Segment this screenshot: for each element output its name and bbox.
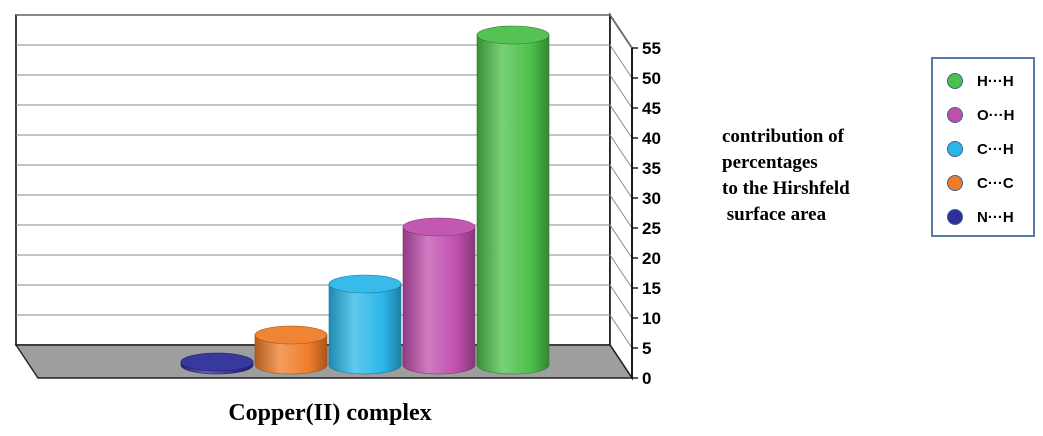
legend-swatch [947, 141, 963, 157]
bar-nh [180, 352, 254, 375]
y-tick-label: 45 [642, 99, 661, 118]
gridline [16, 284, 633, 319]
bar-body [328, 283, 402, 375]
y-tick-label: 10 [642, 309, 661, 328]
legend-swatch [947, 107, 963, 123]
y-tick-label: 55 [642, 39, 661, 58]
gridline [16, 134, 633, 169]
legend-label: O···H [977, 106, 1015, 124]
gridline [16, 44, 633, 79]
bar-ch [328, 274, 402, 375]
legend-label: C···H [977, 140, 1014, 158]
legend-label: N···H [977, 208, 1014, 226]
bar-top [328, 274, 402, 294]
side-annotation-line-4: surface area [722, 204, 827, 225]
legend-swatch [947, 73, 963, 89]
y-tick-label: 0 [642, 369, 651, 388]
legend-label: H···H [977, 72, 1014, 90]
side-annotation-line-2: percentages [722, 152, 818, 173]
side-annotation-line-1: contribution of [722, 126, 844, 147]
y-axis: 0 5 10 15 20 25 30 35 40 45 50 55 [631, 39, 661, 388]
x-axis-label: Copper(II) complex [228, 400, 432, 426]
gridline [16, 254, 633, 289]
bar-body [476, 34, 550, 375]
plot-side-wall [609, 12, 633, 381]
legend-item: O···H [947, 103, 1015, 127]
y-tick-label: 50 [642, 69, 661, 88]
legend-item: C···C [947, 171, 1014, 195]
y-tick-label: 35 [642, 159, 661, 178]
bar-body [254, 334, 328, 375]
legend: H···H O···H C···H C···C N···H [931, 57, 1035, 237]
bar-top [402, 217, 476, 237]
y-tick-label: 15 [642, 279, 661, 298]
gridline [16, 224, 633, 259]
gridline [16, 104, 633, 139]
side-annotation-line-3: to the Hirshfeld [722, 178, 850, 199]
legend-item: C···H [947, 137, 1014, 161]
bar-top [254, 325, 328, 345]
gridline [16, 14, 633, 49]
bar-hh [476, 25, 550, 375]
y-tick-label: 40 [642, 129, 661, 148]
gridline [16, 74, 633, 109]
legend-item: H···H [947, 69, 1014, 93]
y-tick-label: 25 [642, 219, 661, 238]
side-annotation: contribution of percentages to the Hirsh… [722, 124, 922, 228]
bar-oh [402, 217, 476, 375]
y-tick-label: 20 [642, 249, 661, 268]
y-tick-label: 5 [642, 339, 651, 358]
legend-swatch [947, 209, 963, 225]
gridline [16, 314, 633, 349]
bar-top [180, 352, 254, 372]
gridline [16, 164, 633, 199]
bar-cc [254, 325, 328, 375]
y-tick-label: 30 [642, 189, 661, 208]
bar-body [402, 226, 476, 375]
gridline [16, 194, 633, 229]
bars [180, 25, 550, 375]
legend-swatch [947, 175, 963, 191]
legend-item: N···H [947, 205, 1014, 229]
bar-top [476, 25, 550, 45]
gridlines [16, 14, 633, 349]
legend-label: C···C [977, 174, 1014, 192]
